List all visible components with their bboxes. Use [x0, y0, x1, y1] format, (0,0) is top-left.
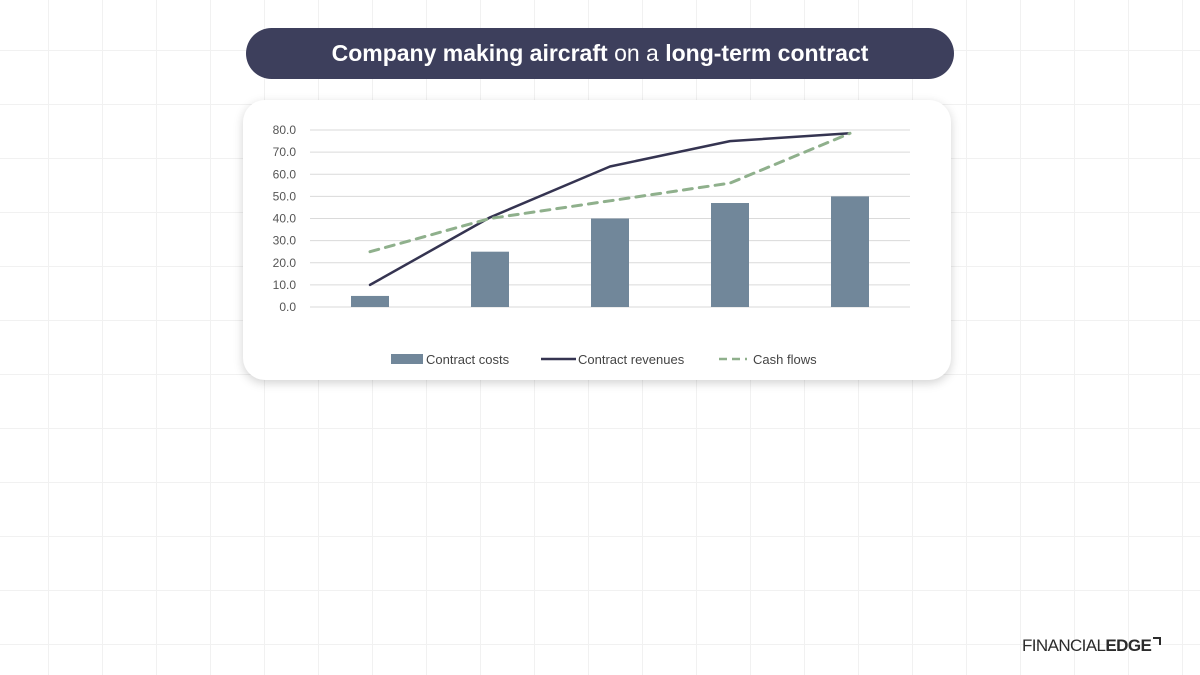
y-tick-label: 60.0	[273, 167, 297, 181]
legend-label: Contract revenues	[578, 352, 685, 367]
bar-contract-costs	[711, 203, 749, 307]
bar-contract-costs	[351, 295, 389, 307]
logo-text-financial: FINANCIAL	[1022, 636, 1106, 655]
bar-contract-costs	[471, 251, 509, 307]
chart-card: 0.0 10.0 20.0 30.0 40.0 50.0 60.0 70.0 80.0 Cont…	[243, 100, 951, 380]
y-tick-label: 10.0	[273, 278, 297, 292]
y-tick-label: 80.0	[273, 123, 297, 137]
legend-label: Cash flows	[753, 352, 817, 367]
legend-label: Contract costs	[426, 352, 510, 367]
title-part-normal: on a	[614, 40, 659, 66]
legend-swatch-contract-costs	[391, 354, 423, 364]
bar-contract-costs	[831, 196, 869, 307]
financial-edge-logo: FINANCIAL EDGE	[1022, 633, 1162, 659]
y-tick-label: 20.0	[273, 256, 297, 270]
y-tick-label: 0.0	[279, 300, 296, 314]
title-part-bold-2: long-term contract	[665, 40, 869, 66]
series-line-contract-revenues	[368, 132, 852, 287]
chart-title: Company making aircraft on a long-term c…	[246, 28, 954, 79]
y-tick-label: 30.0	[273, 234, 297, 248]
y-tick-label: 50.0	[273, 189, 297, 203]
logo-corner-icon	[1153, 637, 1162, 645]
logo-text-edge: EDGE	[1105, 636, 1152, 655]
y-tick-label: 40.0	[273, 212, 297, 226]
title-part-bold-1: Company making aircraft	[331, 40, 608, 66]
combo-chart: 0.0 10.0 20.0 30.0 40.0 50.0 60.0 70.0 80.0 Cont…	[273, 123, 910, 367]
y-tick-label: 70.0	[273, 145, 297, 159]
series-line-cash-flows	[368, 131, 852, 254]
bar-contract-costs	[591, 218, 629, 307]
